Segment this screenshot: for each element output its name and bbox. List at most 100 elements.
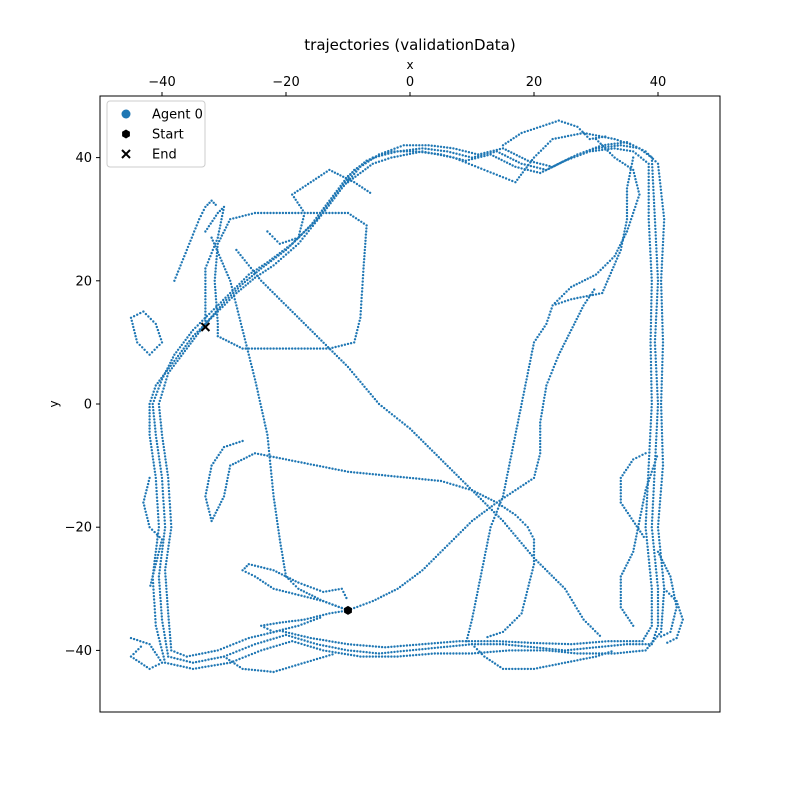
trajectory-point <box>671 587 675 590</box>
trajectory-point <box>501 649 505 653</box>
trajectory-point <box>660 383 663 386</box>
trajectory-point <box>542 124 545 128</box>
trajectory-point <box>492 511 496 514</box>
trajectory-point <box>402 649 405 653</box>
trajectory-point <box>628 221 632 224</box>
trajectory-point <box>344 363 347 366</box>
trajectory-point <box>618 251 621 255</box>
trajectory-point <box>150 528 154 531</box>
trajectory-point <box>253 564 257 567</box>
plot-frame <box>99 95 721 713</box>
trajectory-point <box>356 328 359 332</box>
trajectory-point <box>473 640 477 643</box>
trajectory-point <box>165 369 169 372</box>
trajectory-point <box>656 635 659 638</box>
trajectory-point <box>215 255 218 258</box>
trajectory-point <box>152 461 155 464</box>
trajectory-point <box>516 516 520 519</box>
trajectory-point <box>546 319 549 322</box>
trajectory-point <box>344 182 348 185</box>
trajectory-point <box>548 122 551 125</box>
trajectory-point <box>165 559 168 563</box>
trajectory-point <box>162 445 165 449</box>
trajectory-point <box>153 559 156 563</box>
trajectory-point <box>599 142 602 145</box>
trajectory-point <box>271 290 274 294</box>
trajectory-point <box>311 224 315 228</box>
trajectory-point <box>312 616 316 619</box>
trajectory-point <box>282 255 285 258</box>
trajectory-point <box>204 279 207 282</box>
trajectory-point <box>239 253 242 257</box>
trajectory-point <box>520 131 523 135</box>
trajectory-point <box>247 264 250 267</box>
trajectory-point <box>281 347 285 350</box>
trajectory-point <box>656 282 659 286</box>
trajectory-point <box>269 266 273 269</box>
trajectory-point <box>411 148 415 151</box>
trajectory-point <box>530 350 534 353</box>
trajectory-point <box>247 353 250 356</box>
trajectory-point <box>520 542 523 545</box>
trajectory-point <box>515 135 518 138</box>
trajectory-point <box>514 181 517 184</box>
trajectory-point <box>216 332 219 335</box>
trajectory-point <box>663 218 666 221</box>
trajectory-point <box>613 652 616 655</box>
trajectory-point <box>582 618 585 621</box>
trajectory-point <box>499 517 502 520</box>
trajectory-point <box>157 526 161 529</box>
trajectory-point <box>637 190 640 193</box>
trajectory-point <box>575 283 578 286</box>
trajectory-point <box>656 396 659 399</box>
trajectory-point <box>204 301 207 304</box>
trajectory-point <box>517 649 520 652</box>
trajectory-point <box>293 313 297 316</box>
trajectory-point <box>205 498 208 501</box>
trajectory-point <box>346 365 350 369</box>
trajectory-point <box>369 164 372 167</box>
trajectory-point <box>148 436 152 440</box>
trajectory-point <box>369 392 372 396</box>
trajectory-point <box>662 227 665 231</box>
trajectory-point <box>477 166 480 169</box>
trajectory-point <box>649 328 652 331</box>
trajectory-point <box>656 419 659 422</box>
trajectory-point <box>306 182 310 186</box>
trajectory-point <box>649 428 652 432</box>
trajectory-point <box>380 645 384 649</box>
trajectory-point <box>589 276 592 279</box>
trajectory-point <box>362 267 365 270</box>
trajectory-point <box>216 211 219 215</box>
trajectory-point <box>486 538 490 541</box>
trajectory-point <box>215 313 219 316</box>
trajectory-point <box>652 542 655 545</box>
trajectory-point <box>446 464 449 468</box>
trajectory-point <box>645 506 648 509</box>
trajectory-point <box>660 198 664 201</box>
trajectory-point <box>244 214 247 217</box>
trajectory-point <box>166 470 169 473</box>
trajectory-point <box>161 483 164 486</box>
trajectory-point <box>418 648 421 651</box>
trajectory-point <box>306 211 309 215</box>
trajectory-point <box>229 218 232 221</box>
trajectory-point <box>586 135 589 138</box>
trajectory-point <box>672 618 675 621</box>
trajectory-point <box>482 559 485 563</box>
trajectory-point <box>331 467 334 470</box>
trajectory-point <box>184 338 187 342</box>
trajectory-point <box>357 322 360 326</box>
trajectory-point <box>215 248 218 251</box>
trajectory-point <box>452 151 455 155</box>
trajectory-point <box>308 593 311 596</box>
trajectory-point <box>604 283 608 286</box>
trajectory-point <box>498 503 501 506</box>
trajectory-point <box>277 571 281 575</box>
trajectory-point <box>601 640 604 643</box>
trajectory-point <box>298 230 302 233</box>
trajectory-point <box>153 566 157 569</box>
trajectory-point <box>560 301 564 304</box>
trajectory-point <box>289 249 293 252</box>
trajectory-point <box>216 325 219 329</box>
